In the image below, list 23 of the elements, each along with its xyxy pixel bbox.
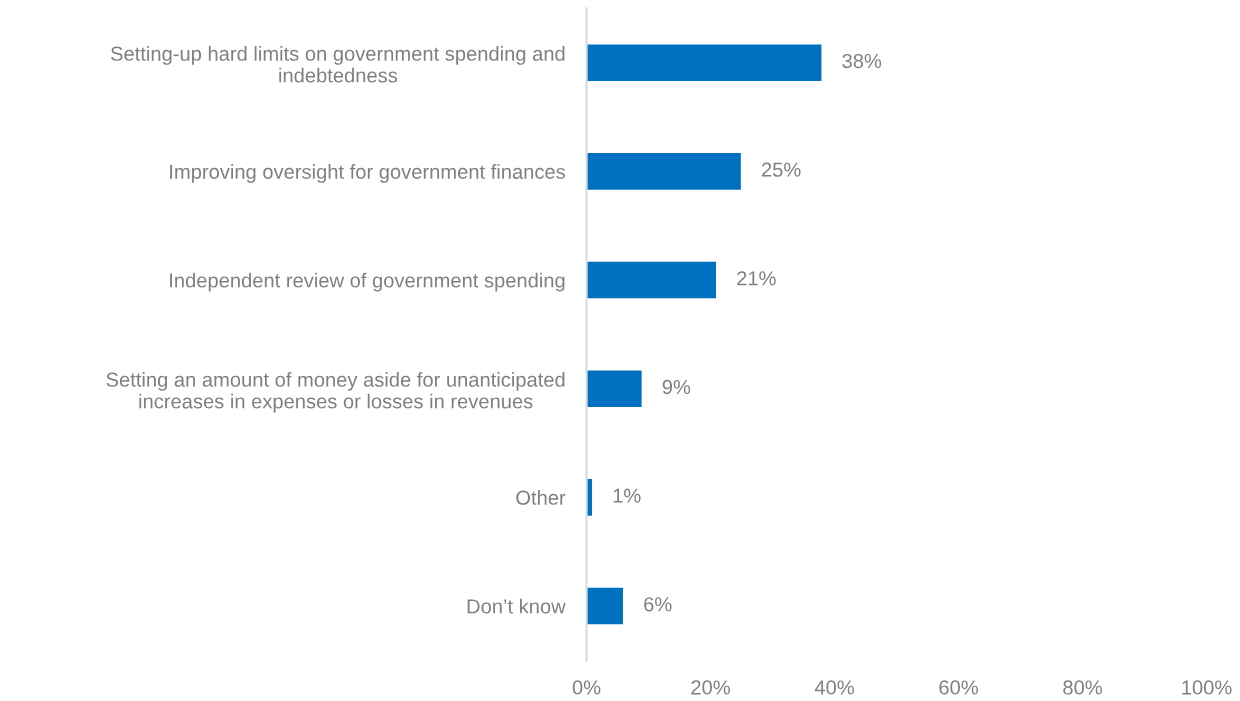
y-tick-label: Setting an amount of money aside for unanticipated increases in expenses or losses in revenues (106, 372, 565, 413)
bar (586, 586, 625, 626)
x-tick-label: 40% (814, 680, 854, 695)
bar (586, 151, 743, 192)
data-label: 6% (644, 597, 672, 612)
data-label: 1% (613, 488, 641, 503)
x-tick-label: 80% (1063, 680, 1102, 695)
data-label: 25% (761, 162, 801, 177)
data-label: 21% (737, 271, 776, 286)
y-tick-label: Setting-up hard limits on government spending and indebtedness (110, 46, 565, 83)
bar (586, 260, 718, 300)
x-tick-label: 60% (939, 680, 978, 695)
x-tick-label: 0% (572, 680, 601, 695)
bar (586, 43, 823, 83)
y-tick-label: Improving oversight for government finances (170, 164, 565, 183)
data-label: 38% (842, 53, 882, 69)
bar (586, 368, 644, 409)
y-tick-label: Other (516, 490, 566, 505)
x-tick-label: 100% (1182, 680, 1232, 695)
x-tick-label: 20% (691, 680, 730, 695)
data-label: 9% (662, 379, 691, 395)
y-tick-label: Don’t know (467, 598, 566, 614)
y-tick-label: Independent review of government spending (170, 272, 565, 292)
